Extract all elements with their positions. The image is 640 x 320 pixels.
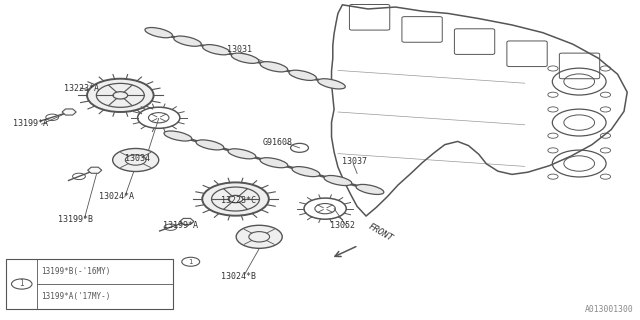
Text: 13034: 13034 xyxy=(125,154,150,163)
Text: 1: 1 xyxy=(188,259,193,265)
Ellipse shape xyxy=(289,70,317,80)
Ellipse shape xyxy=(196,140,224,150)
Ellipse shape xyxy=(317,79,346,89)
Ellipse shape xyxy=(324,175,352,186)
Text: FRONT: FRONT xyxy=(367,222,394,243)
Text: 13024*B: 13024*B xyxy=(221,272,256,281)
Ellipse shape xyxy=(292,167,320,177)
Ellipse shape xyxy=(173,36,202,46)
Ellipse shape xyxy=(231,53,259,63)
Ellipse shape xyxy=(228,149,256,159)
Ellipse shape xyxy=(260,158,288,168)
Circle shape xyxy=(202,182,269,216)
Circle shape xyxy=(113,148,159,172)
Text: 13037: 13037 xyxy=(342,157,367,166)
Text: 13199*A('17MY-): 13199*A('17MY-) xyxy=(42,292,111,301)
Text: 1: 1 xyxy=(19,279,24,289)
Polygon shape xyxy=(62,109,76,115)
Text: 13024*A: 13024*A xyxy=(99,192,134,201)
Text: 13199*B(-'16MY): 13199*B(-'16MY) xyxy=(42,267,111,276)
Text: 13031: 13031 xyxy=(227,45,252,54)
Text: 13052: 13052 xyxy=(330,221,355,230)
Ellipse shape xyxy=(202,44,230,55)
Ellipse shape xyxy=(356,184,384,195)
Text: 13199*A: 13199*A xyxy=(13,119,48,128)
Text: A013001300: A013001300 xyxy=(585,305,634,314)
Circle shape xyxy=(87,79,154,112)
Text: 13223*A: 13223*A xyxy=(64,84,99,92)
Ellipse shape xyxy=(260,62,288,72)
Polygon shape xyxy=(88,167,102,173)
Polygon shape xyxy=(180,218,194,225)
Text: 13199*B: 13199*B xyxy=(58,215,93,224)
Ellipse shape xyxy=(164,131,192,141)
Text: G91608: G91608 xyxy=(262,138,292,147)
Text: 13199*A: 13199*A xyxy=(163,221,198,230)
Ellipse shape xyxy=(145,28,173,38)
Text: 13223*C: 13223*C xyxy=(221,196,256,204)
Circle shape xyxy=(236,225,282,248)
